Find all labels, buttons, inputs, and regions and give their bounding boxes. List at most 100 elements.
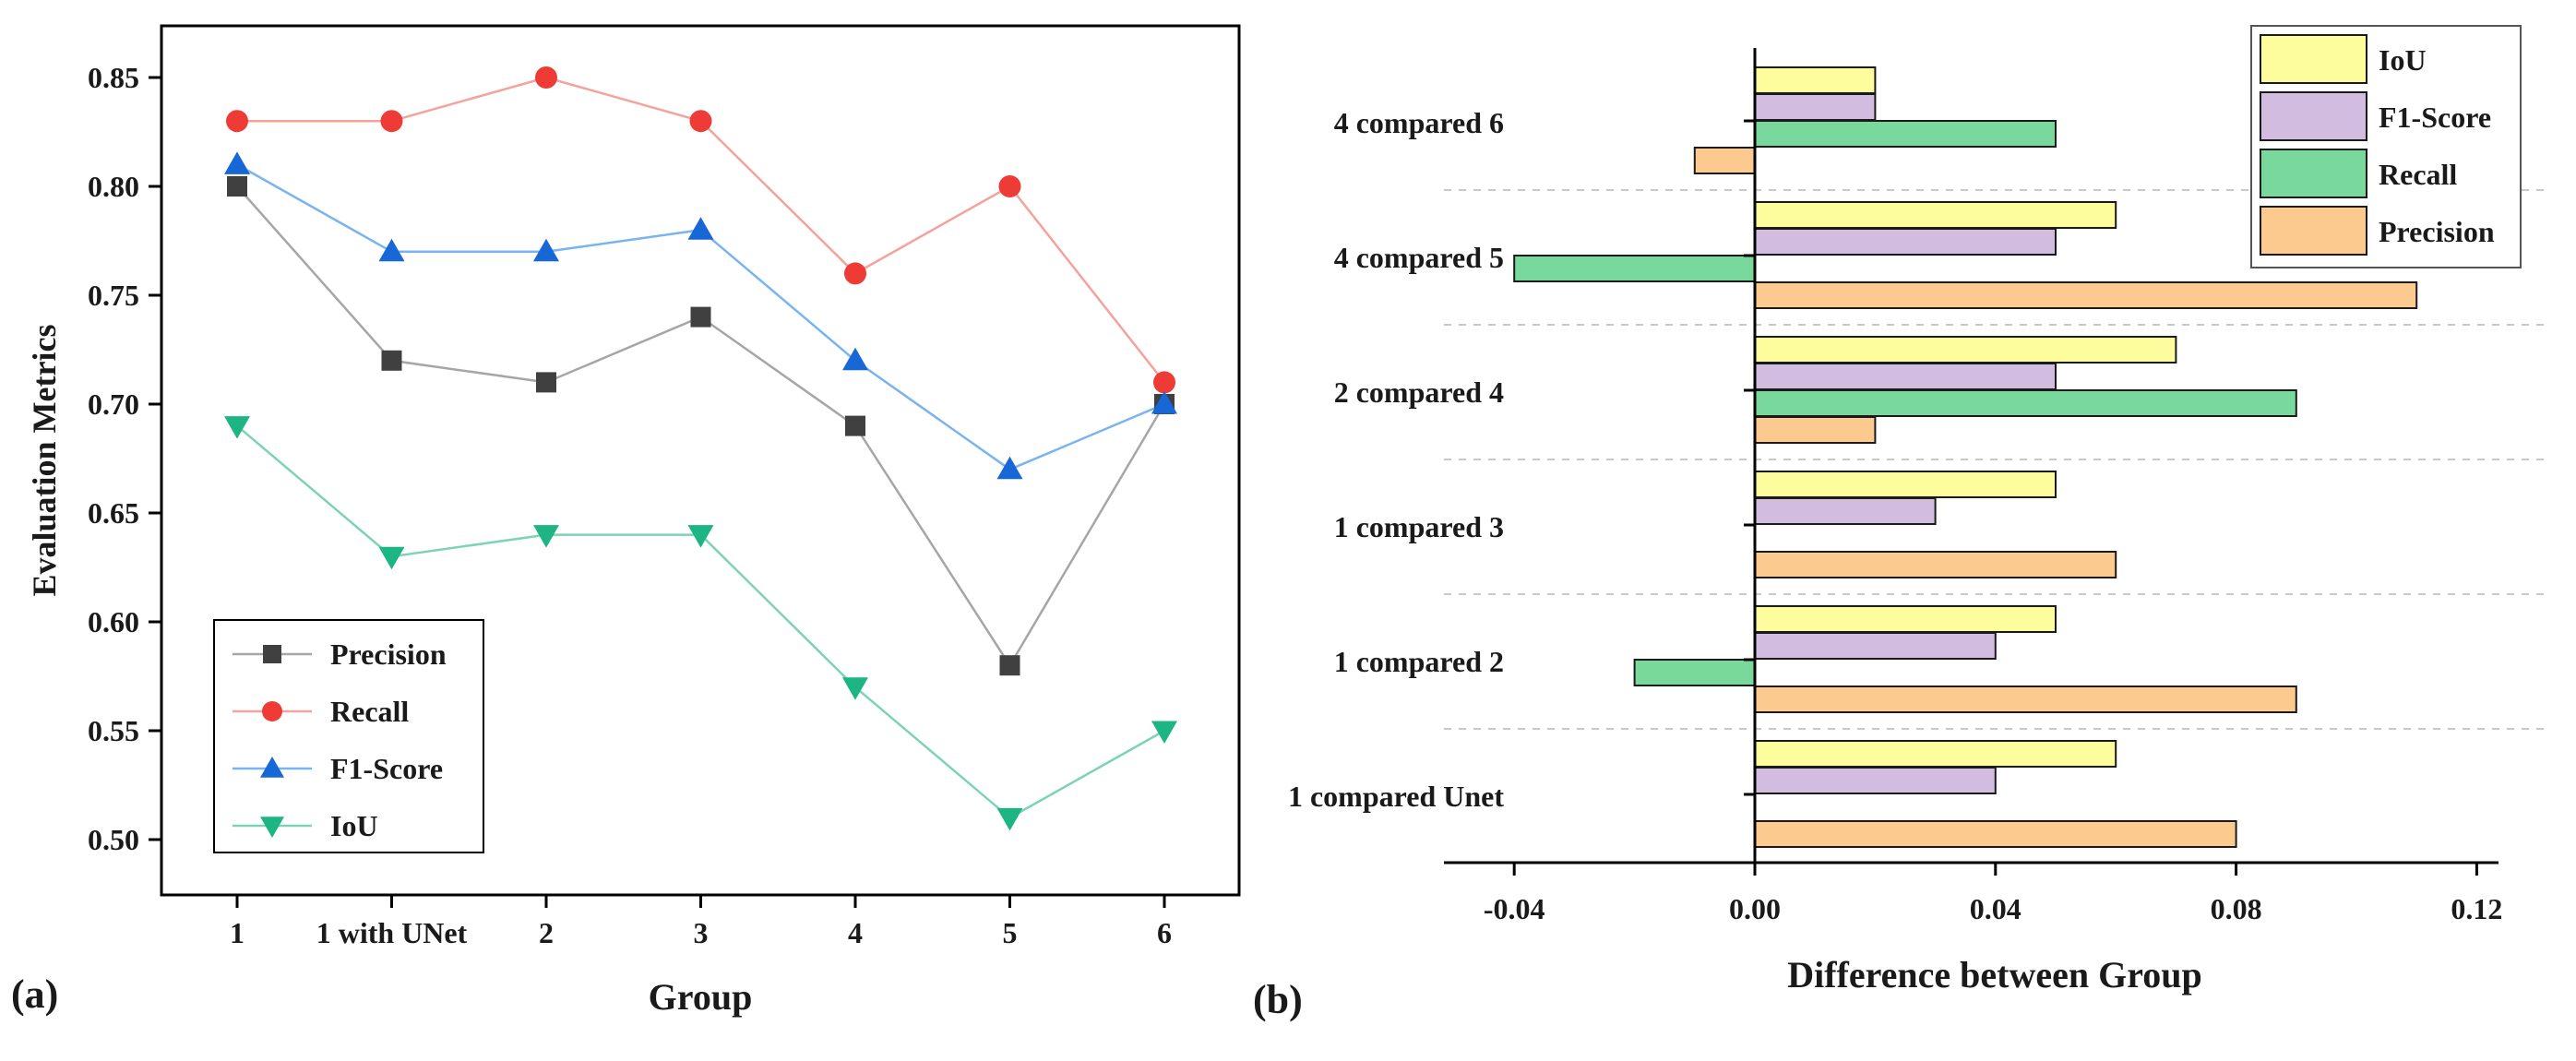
x-tick-label: 6 (1157, 916, 1172, 949)
precision-bar (1754, 551, 2117, 578)
legend-label-recall: Recall (330, 695, 409, 728)
x-tick-label: 5 (1003, 916, 1018, 949)
legend-label-precision: Precision (330, 638, 447, 671)
x-tick-label-b: 0.08 (2211, 892, 2262, 925)
iou-bar (1754, 336, 2177, 364)
legend-swatch-recall (2260, 149, 2367, 198)
f1-score-point (224, 151, 250, 174)
precision-point (690, 306, 711, 328)
legend-label-iou: IoU (2379, 43, 2427, 77)
legend-label-f1-score: F1-Score (330, 752, 443, 785)
panel-label-a: (a) (11, 972, 58, 1017)
x-tick-label: 1 with UNet (316, 916, 468, 949)
legend-marker-f1-score (260, 757, 284, 778)
line-chart-panel: 0.50 0.55 0.60 0.65 0.70 0.75 0.80 0.85 1 1 with… (11, 24, 1241, 1018)
x-tick-label-b: 0.12 (2451, 892, 2502, 925)
f1-score-bar (1754, 228, 2057, 256)
recall-bar (1633, 659, 1756, 686)
legend-marker-iou (260, 817, 284, 838)
iou-point (533, 525, 559, 548)
precision-bar (1754, 281, 2418, 309)
precision-bar (1754, 685, 2297, 713)
legend-label-f1-score: F1-Score (2379, 101, 2491, 134)
legend-a: Precision Recall F1-Score IoU (213, 619, 484, 853)
recall-point (1153, 371, 1175, 394)
f1-score-point (687, 217, 714, 240)
x-tick-label: 4 (848, 916, 863, 949)
recall-bar (1513, 255, 1756, 282)
f1-score-bar (1754, 632, 1997, 660)
y-tick-label: 0.60 (88, 605, 139, 638)
legend-label-iou: IoU (330, 809, 378, 842)
recall-point (844, 262, 866, 285)
iou-point (378, 546, 405, 570)
x-tick-label: 2 (539, 916, 554, 949)
y-axis-label: Evaluation Metrics (26, 325, 63, 597)
recall-point (380, 110, 403, 133)
legend-marker-precision (263, 645, 281, 663)
iou-point (687, 525, 714, 548)
legend-marker-recall (262, 701, 282, 721)
bar-chart-panel: -0.04 0.00 0.04 0.08 0.12 1 compared Unet 1 c… (1253, 25, 2546, 1022)
x-tick-label-b: 0.04 (1970, 892, 2021, 925)
y-tick-label: 0.55 (88, 714, 139, 747)
precision-point (381, 350, 402, 371)
x-axis-label-b: Difference between Group (1787, 954, 2202, 995)
precision-point (536, 372, 556, 393)
legend-swatch-f1-score (2260, 91, 2367, 141)
iou-point (842, 677, 868, 700)
recall-point (689, 110, 712, 133)
category-label: 1 compared 3 (1334, 510, 1504, 543)
f1-score-bar (1754, 93, 1877, 121)
panel-label-b: (b) (1253, 977, 1303, 1022)
iou-point (1151, 721, 1177, 744)
y-tick-label: 0.70 (88, 387, 139, 421)
category-label: 4 compared 6 (1334, 106, 1504, 139)
precision-point (227, 176, 247, 197)
f1-score-point (996, 456, 1023, 480)
legend-swatch-precision (2260, 206, 2367, 256)
iou-bar (1754, 201, 2117, 229)
precision-bar (1754, 416, 1877, 444)
precision-point (845, 415, 865, 436)
legend-label-recall: Recall (2379, 158, 2457, 191)
f1-score-point (533, 238, 559, 262)
x-tick-label: 1 (230, 916, 244, 949)
legend-swatch-iou (2260, 34, 2367, 84)
y-tick-label: 0.85 (88, 61, 139, 94)
precision-line (236, 185, 1166, 668)
category-label: 2 compared 4 (1334, 376, 1504, 409)
recall-bar (1754, 389, 2297, 417)
y-tick-label: 0.65 (88, 496, 139, 530)
iou-bar (1754, 605, 2057, 633)
x-axis-label: Group (649, 976, 753, 1018)
recall-point (535, 66, 557, 89)
x-tick-label: 3 (694, 916, 709, 949)
recall-bar (1754, 120, 2057, 148)
recall-point (226, 110, 248, 133)
iou-bar (1754, 66, 1877, 94)
iou-bar (1754, 740, 2117, 768)
x-tick-label-b: 0.00 (1729, 892, 1781, 925)
f1-score-point (842, 347, 868, 371)
y-tick-label: 0.80 (88, 170, 139, 203)
iou-bar (1754, 471, 2057, 498)
category-label: 4 compared 5 (1334, 241, 1504, 274)
f1-score-point (378, 238, 405, 262)
y-tick-label: 0.75 (88, 279, 139, 312)
legend-box-a (213, 619, 484, 853)
iou-point (996, 807, 1023, 831)
category-label: 1 compared Unet (1288, 780, 1504, 813)
iou-point (224, 416, 250, 439)
x-tick-label-b: -0.04 (1484, 892, 1545, 925)
f1-score-point (1151, 391, 1177, 414)
f1-score-bar (1754, 497, 1937, 525)
precision-point (999, 655, 1020, 676)
legend-b: IoU F1-Score Recall Precision (2250, 25, 2522, 268)
category-label: 1 compared 2 (1334, 645, 1504, 678)
recall-point (998, 175, 1021, 197)
f1-score-bar (1754, 767, 1997, 794)
f1-score-bar (1754, 363, 2057, 390)
legend-label-precision: Precision (2379, 215, 2495, 248)
